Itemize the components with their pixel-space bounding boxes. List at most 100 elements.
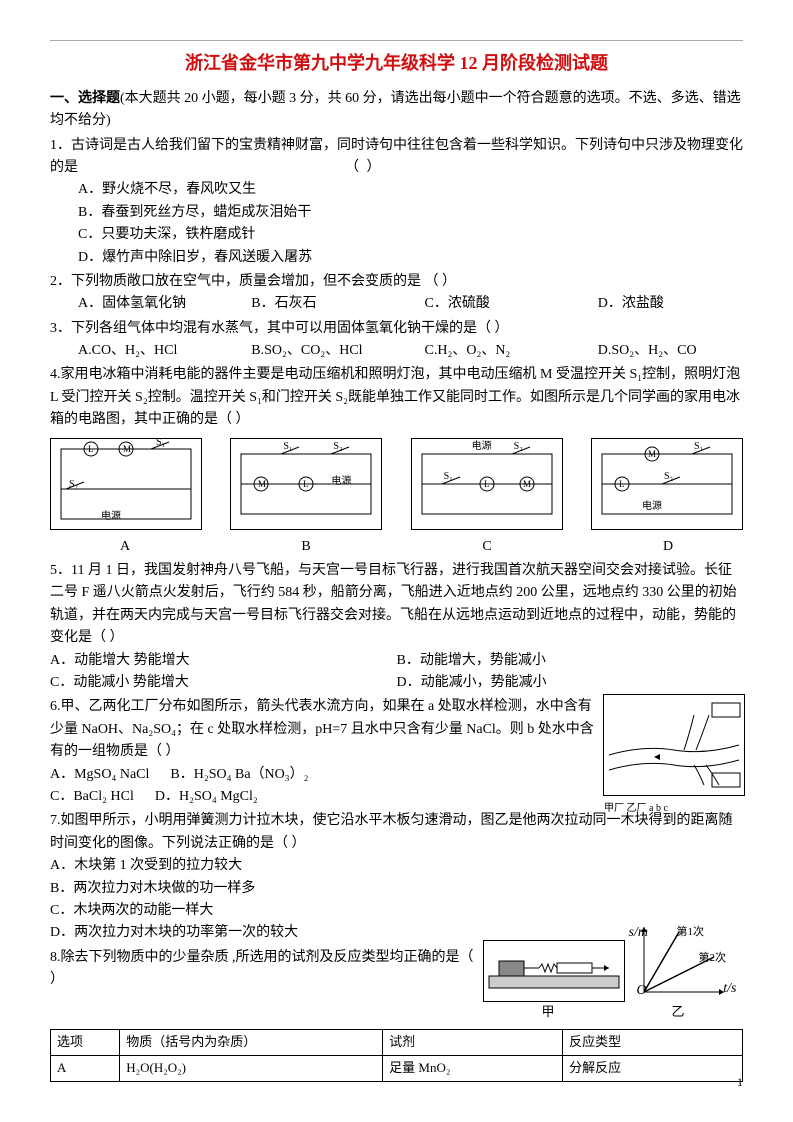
q1-stem: 1．古诗词是古人给我们留下的宝贵精神财富，同时诗句中往往包含着一些科学知识。下列… [50, 138, 743, 175]
th-reagent: 试剂 [383, 1030, 563, 1056]
q1-opt-c: C．只要功夫深，铁杵磨成针 [50, 224, 743, 246]
circuit-d-s2: S₂ [664, 469, 673, 485]
q2-opt-a: A．固体氢氧化钠 [50, 293, 223, 315]
th-substance: 物质（括号内为杂质） [120, 1030, 383, 1056]
circuit-c-src: 电源 [472, 439, 492, 455]
circuit-d-s1: S₁ [694, 439, 703, 455]
spring-svg [484, 941, 624, 1001]
point-a: a [649, 803, 653, 814]
q7-opt-a: A．木块第 1 次受到的拉力较大 [50, 855, 743, 877]
circuit-c-s1: S₁ [444, 469, 453, 485]
q5-opt-b: B．动能增大，势能减小 [397, 650, 744, 672]
q3-options: A.CO、H₂、HCl B.SO₂、CO₂、HCl C.H₂、O₂、N₂ D.S… [50, 340, 743, 362]
q7-opt-b: B．两次拉力对木块做的功一样多 [50, 878, 743, 900]
svg-text:L: L [303, 479, 309, 489]
question-4: 4.家用电冰箱中消耗电能的器件主要是电动压缩机和照明灯泡，其中电动压缩机 M 受… [50, 364, 743, 431]
q6-figure: 甲厂 乙厂 a b c [603, 694, 743, 796]
factory-jia: 甲厂 [604, 803, 624, 814]
circuit-a-src: 电源 [101, 509, 121, 525]
line2-label: 第2次 [699, 950, 727, 968]
question-2: 2．下列物质敞口放在空气中，质量会增加，但不会变质的是 （ ） [50, 271, 743, 293]
section-1-header: 一、选择题(本大题共 20 小题，每小题 3 分，共 60 分，请选出每小题中一… [50, 88, 743, 133]
factory-yi: 乙厂 [627, 803, 647, 814]
label-b: B [231, 536, 381, 558]
point-c: c [663, 803, 667, 814]
q2-options: A．固体氢氧化钠 B．石灰石 C．浓硫酸 D．浓盐酸 [50, 293, 743, 315]
q7-options: A．木块第 1 次受到的拉力较大 B．两次拉力对木块做的功一样多 C．木块两次的… [50, 855, 743, 945]
fig-jia-label: 甲 [541, 1002, 554, 1023]
q1-opt-a: A．野火烧不尽，春风吹又生 [50, 179, 743, 201]
q6-opt-a: A．MgSO₄ NaCl [50, 767, 149, 782]
svg-text:M: M [648, 449, 656, 459]
y-axis-label: s/m [629, 922, 648, 944]
th-reaction: 反应类型 [563, 1030, 743, 1056]
q5-opt-c: C．动能减小 势能增大 [50, 672, 397, 694]
q1-opt-b: B．春蚕到死丝方尽，蜡炬成灰泪始干 [50, 202, 743, 224]
question-5: 5．11 月 1 日，我国发射神舟八号飞船，与天宫一号目标飞行器，进行我国首次航… [50, 560, 743, 650]
th-option: 选项 [51, 1030, 120, 1056]
q5-opt-d: D．动能减小，势能减小 [397, 672, 744, 694]
river-diagram: 甲厂 乙厂 a b c [603, 694, 745, 796]
circuit-c: L M 电源 S₁ S₂ [411, 438, 563, 530]
origin-label: O [637, 980, 647, 1002]
question-1: 1．古诗词是古人给我们留下的宝贵精神财富，同时诗句中往往包含着一些科学知识。下列… [50, 135, 743, 180]
q2-opt-b: B．石灰石 [223, 293, 396, 315]
q1-blank: （ ） [345, 160, 383, 175]
page-number: 1 [737, 1073, 743, 1092]
circuit-labels: A B C D [50, 536, 743, 558]
river-svg [604, 695, 744, 795]
circuit-a-s2: S₂ [69, 477, 78, 493]
q8-table: 选项 物质（括号内为杂质） 试剂 反应类型 A H₂O(H₂O₂) 足量 MnO… [50, 1029, 743, 1082]
q1-options: A．野火烧不尽，春风吹又生 B．春蚕到死丝方尽，蜡炬成灰泪始干 C．只要功夫深，… [50, 179, 743, 269]
svg-text:L: L [619, 479, 625, 489]
q6-opt-d: D．H₂SO₄ MgCl₂ [155, 789, 258, 804]
q6-opt-b: B．H₂SO₄ Ba（NO₃）₂ [170, 767, 308, 782]
circuit-d: L M S₂ S₁ 电源 [591, 438, 743, 530]
circuit-c-s2: S₂ [514, 439, 523, 455]
cell-a-sub: H₂O(H₂O₂) [120, 1055, 383, 1081]
section-1-head: 一、选择题 [50, 91, 120, 106]
table-row: A H₂O(H₂O₂) 足量 MnO₂ 分解反应 [51, 1055, 743, 1081]
svg-text:L: L [484, 479, 490, 489]
cell-a-opt: A [51, 1055, 120, 1081]
exam-title: 浙江省金华市第九中学九年级科学 12 月阶段检测试题 [50, 40, 743, 78]
circuit-b-s1: S₁ [283, 439, 292, 455]
q1-opt-d: D．爆竹声中除旧岁，春风送暖入屠苏 [50, 247, 743, 269]
label-d: D [593, 536, 743, 558]
cell-a-reaction: 分解反应 [563, 1055, 743, 1081]
table-header-row: 选项 物质（括号内为杂质） 试剂 反应类型 [51, 1030, 743, 1056]
q3-opt-c: C.H₂、O₂、N₂ [397, 340, 570, 362]
q4-circuits: L M S₂ S₁ 电源 M L S₁ S₂ 电源 L M [50, 438, 743, 530]
q2-opt-d: D．浓盐酸 [570, 293, 743, 315]
st-graph: s/m t/s O 第1次 第2次 [629, 922, 729, 1002]
label-a: A [50, 536, 200, 558]
q6-opt-c: C．BaCl₂ HCl [50, 789, 134, 804]
circuit-d-src: 电源 [642, 499, 662, 515]
spring-figure [483, 940, 625, 1002]
x-axis-label: t/s [723, 978, 736, 1000]
q3-opt-b: B.SO₂、CO₂、HCl [223, 340, 396, 362]
circuit-b-svg: M L [231, 439, 381, 529]
circuit-a: L M S₂ S₁ 电源 [50, 438, 202, 530]
circuit-b-src: 电源 [331, 474, 351, 490]
q7-figures: s/m t/s O 第1次 第2次 甲 乙 [483, 922, 743, 1023]
circuit-a-s1: S₁ [156, 435, 165, 451]
q3-opt-d: D.SO₂、H₂、CO [570, 340, 743, 362]
q5-opt-a: A．动能增大 势能增大 [50, 650, 397, 672]
fig-yi-label: 乙 [671, 1002, 684, 1023]
svg-text:M: M [123, 444, 131, 454]
q3-opt-a: A.CO、H₂、HCl [50, 340, 223, 362]
q5-options: A．动能增大 势能增大 B．动能增大，势能减小 C．动能减小 势能增大 D．动能… [50, 650, 743, 695]
label-c: C [412, 536, 562, 558]
q7-opt-c: C．木块两次的动能一样大 [50, 900, 743, 922]
circuit-b-s2: S₂ [333, 439, 342, 455]
svg-text:M: M [523, 479, 531, 489]
point-b: b [656, 803, 661, 814]
circuit-b: M L S₁ S₂ 电源 [230, 438, 382, 530]
q2-opt-c: C．浓硫酸 [397, 293, 570, 315]
line1-label: 第1次 [677, 924, 705, 942]
svg-text:L: L [88, 444, 94, 454]
section-1-desc: (本大题共 20 小题，每小题 3 分，共 60 分，请选出每小题中一个符合题意… [50, 91, 741, 128]
question-3: 3．下列各组气体中均混有水蒸气，其中可以用固体氢氧化钠干燥的是（ ） [50, 318, 743, 340]
cell-a-reagent: 足量 MnO₂ [383, 1055, 563, 1081]
